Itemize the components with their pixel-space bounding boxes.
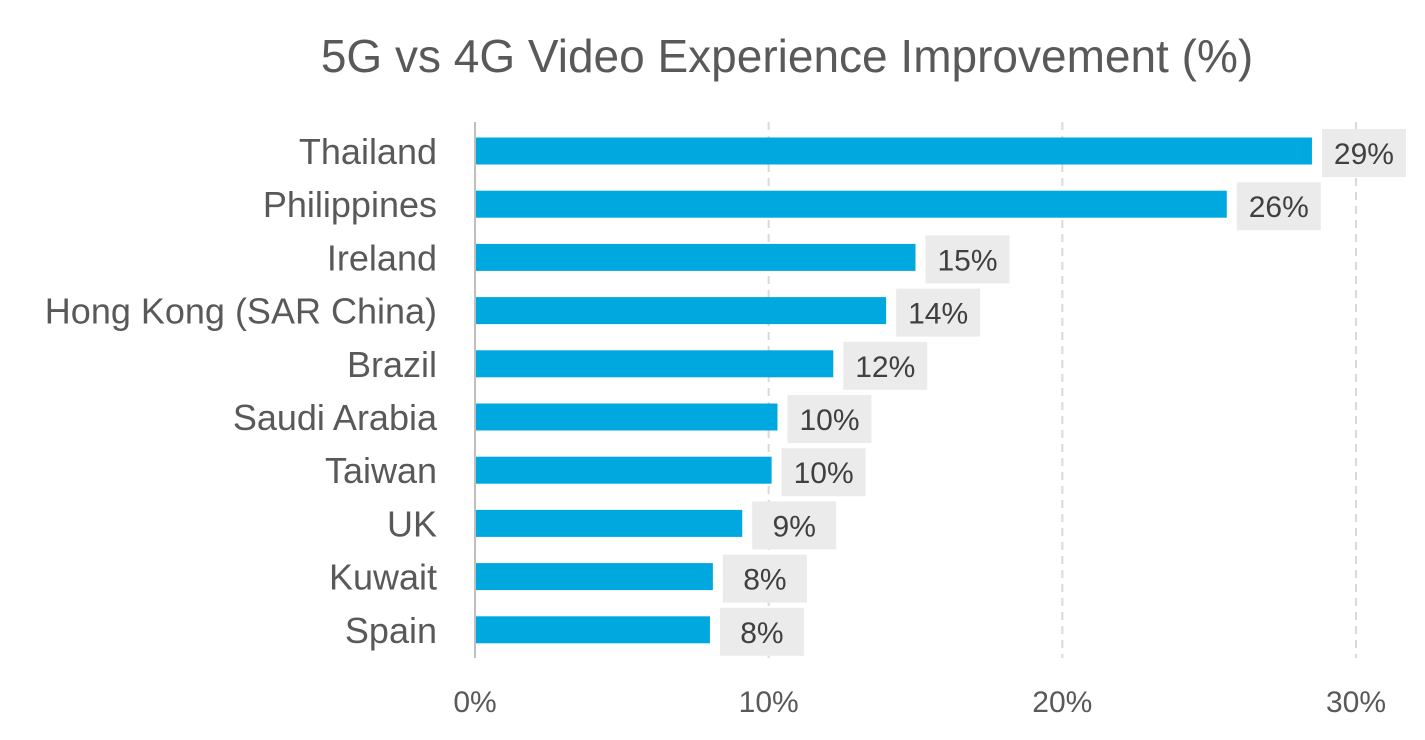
bar <box>476 563 713 591</box>
data-label: 10% <box>799 404 859 437</box>
data-label: 15% <box>937 244 997 277</box>
bar <box>476 616 710 644</box>
data-label: 8% <box>740 617 783 650</box>
data-label-box <box>925 235 1010 284</box>
data-label-box <box>843 341 928 390</box>
bar <box>476 297 887 325</box>
data-label: 12% <box>855 351 915 384</box>
data-label-box <box>722 554 807 603</box>
category-labels: Thailand Philippines Ireland Hong Kong (SAR… <box>45 131 438 651</box>
category-label: Kuwait <box>329 557 437 598</box>
category-label: Ireland <box>327 237 437 278</box>
bar <box>476 456 772 484</box>
x-tick-label: 20% <box>1032 686 1092 719</box>
bar <box>476 509 743 537</box>
category-label: Spain <box>345 610 437 651</box>
data-label: 8% <box>743 564 786 597</box>
x-tick-label: 0% <box>453 686 496 719</box>
data-label-box <box>787 395 872 443</box>
data-label-box <box>719 607 804 656</box>
bars <box>476 137 1312 644</box>
data-label: 14% <box>908 298 968 331</box>
x-tick-label: 10% <box>739 686 799 719</box>
bar <box>476 190 1227 218</box>
bar <box>476 243 916 271</box>
data-label-box <box>1321 129 1406 177</box>
x-tick-label: 30% <box>1326 686 1386 719</box>
data-labels: 29% 26% 15% 14% 12% 10% 10% 9% 8% 8% <box>719 129 1406 656</box>
data-label-box <box>1236 182 1321 231</box>
data-label: 10% <box>794 457 854 490</box>
data-label-box <box>781 448 866 497</box>
category-label: UK <box>387 503 437 544</box>
category-label: Brazil <box>347 344 437 385</box>
data-label: 26% <box>1249 191 1309 224</box>
data-label-box <box>752 501 837 550</box>
category-label: Taiwan <box>325 450 437 491</box>
data-label: 9% <box>773 510 816 543</box>
bar <box>476 350 834 378</box>
data-label-box <box>896 288 981 337</box>
x-axis-ticks: 0% 10% 20% 30% <box>453 686 1386 719</box>
category-label: Saudi Arabia <box>233 397 438 438</box>
category-label: Hong Kong (SAR China) <box>45 291 437 332</box>
bar <box>476 137 1312 165</box>
chart-title: 5G vs 4G Video Experience Improvement (%… <box>321 30 1253 82</box>
data-label: 29% <box>1334 138 1394 171</box>
bar <box>476 403 778 431</box>
category-label: Philippines <box>263 184 437 225</box>
category-label: Thailand <box>299 131 437 172</box>
